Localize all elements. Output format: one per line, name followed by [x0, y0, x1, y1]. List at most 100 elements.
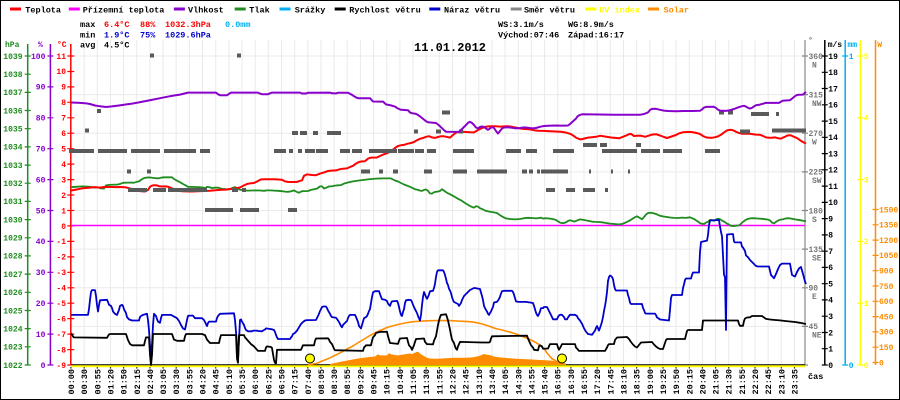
svg-text:1029.6hPa: 1029.6hPa — [165, 30, 211, 40]
svg-text:5: 5 — [61, 146, 66, 155]
svg-text:6: 6 — [828, 264, 833, 273]
svg-text:5: 5 — [864, 53, 869, 62]
svg-text:1030: 1030 — [3, 216, 22, 225]
svg-text:Náraz větru: Náraz větru — [444, 6, 500, 16]
svg-text:-8: -8 — [56, 346, 66, 355]
svg-text:11:30: 11:30 — [422, 369, 432, 395]
svg-text:E: E — [812, 293, 817, 302]
svg-text:03:30: 03:30 — [172, 369, 182, 395]
svg-text:1: 1 — [864, 300, 869, 309]
svg-text:180: 180 — [809, 207, 824, 216]
svg-text:17: 17 — [828, 85, 838, 94]
svg-text:40: 40 — [36, 238, 46, 247]
svg-text:Teplota: Teplota — [25, 6, 61, 16]
svg-text:1031: 1031 — [3, 198, 22, 207]
svg-text:12:20: 12:20 — [449, 369, 459, 395]
svg-text:Směr větru: Směr větru — [524, 6, 575, 16]
svg-text:1028: 1028 — [3, 253, 22, 262]
svg-text:80: 80 — [36, 115, 46, 124]
svg-text:Východ:07:46: Východ:07:46 — [498, 30, 559, 40]
svg-text:1033: 1033 — [3, 162, 22, 171]
svg-text:1039: 1039 — [3, 53, 22, 62]
svg-text:22:20: 22:20 — [751, 369, 761, 395]
svg-text:1025: 1025 — [3, 307, 22, 316]
svg-text:0.0mm: 0.0mm — [225, 20, 251, 30]
svg-text:1500: 1500 — [879, 206, 898, 215]
svg-text:4: 4 — [864, 115, 869, 124]
svg-text:900: 900 — [879, 268, 894, 277]
svg-text:mm: mm — [848, 41, 858, 50]
svg-text:14:05: 14:05 — [501, 369, 511, 395]
svg-text:Vlhkost: Vlhkost — [188, 6, 224, 16]
svg-text:11: 11 — [828, 183, 838, 192]
svg-text:70: 70 — [36, 146, 46, 155]
svg-text:23:10: 23:10 — [777, 369, 787, 395]
svg-text:8: 8 — [61, 99, 66, 108]
svg-text:-5: -5 — [56, 300, 66, 309]
svg-text:1027: 1027 — [3, 271, 22, 280]
svg-text:19:50: 19:50 — [672, 369, 682, 395]
svg-text:17:45: 17:45 — [606, 369, 616, 395]
svg-text:08:55: 08:55 — [343, 369, 353, 395]
svg-text:-2: -2 — [56, 254, 66, 263]
svg-text:02:15: 02:15 — [133, 369, 143, 395]
svg-text:45: 45 — [809, 323, 819, 332]
svg-text:1023: 1023 — [3, 344, 22, 353]
svg-text:1: 1 — [849, 53, 854, 62]
svg-text:750: 750 — [879, 283, 894, 292]
svg-text:21:05: 21:05 — [712, 369, 722, 395]
svg-text:21:30: 21:30 — [725, 369, 735, 395]
svg-text:06:25: 06:25 — [264, 369, 274, 395]
svg-text:3: 3 — [864, 176, 869, 185]
svg-text:05:35: 05:35 — [238, 369, 248, 395]
svg-text:max: max — [80, 20, 95, 30]
svg-text:15:40: 15:40 — [541, 369, 551, 395]
svg-text:15: 15 — [828, 118, 838, 127]
svg-text:04:45: 04:45 — [212, 369, 222, 395]
svg-text:12:45: 12:45 — [462, 369, 472, 395]
svg-text:20: 20 — [36, 300, 46, 309]
svg-text:1037: 1037 — [3, 89, 22, 98]
svg-text:18:10: 18:10 — [620, 369, 630, 395]
svg-text:6.4°C: 6.4°C — [104, 20, 130, 30]
svg-text:22:45: 22:45 — [764, 369, 774, 395]
svg-text:2: 2 — [864, 238, 869, 247]
svg-text:UV index: UV index — [599, 6, 640, 16]
svg-text:30: 30 — [36, 269, 46, 278]
svg-text:avg: avg — [80, 41, 95, 51]
svg-text:0: 0 — [41, 362, 46, 371]
svg-text:100: 100 — [31, 53, 46, 62]
svg-text:WG:8.9m/s: WG:8.9m/s — [568, 20, 614, 30]
svg-text:18:35: 18:35 — [633, 369, 643, 395]
svg-text:N: N — [812, 61, 817, 70]
svg-text:05:10: 05:10 — [225, 369, 235, 395]
svg-text:21:55: 21:55 — [738, 369, 748, 395]
svg-text:4: 4 — [828, 297, 833, 306]
svg-text:Solar: Solar — [664, 6, 690, 16]
svg-text:°C: °C — [57, 41, 67, 50]
svg-text:300: 300 — [879, 329, 894, 338]
svg-text:%: % — [38, 41, 43, 50]
svg-text:m/s: m/s — [828, 41, 843, 50]
svg-text:01:50: 01:50 — [120, 369, 130, 395]
svg-text:1022: 1022 — [3, 362, 22, 371]
svg-text:06:00: 06:00 — [251, 369, 261, 395]
svg-text:03:05: 03:05 — [159, 369, 169, 395]
svg-text:11.01.2012: 11.01.2012 — [414, 41, 486, 55]
svg-text:1: 1 — [61, 207, 66, 216]
svg-text:SE: SE — [812, 254, 822, 263]
svg-text:20:40: 20:40 — [698, 369, 708, 395]
svg-text:W: W — [812, 139, 817, 148]
svg-text:-7: -7 — [56, 331, 66, 340]
svg-text:450: 450 — [879, 313, 894, 322]
svg-text:0: 0 — [879, 359, 884, 368]
svg-text:10: 10 — [828, 199, 838, 208]
svg-text:Tlak: Tlak — [249, 6, 269, 16]
svg-text:-6: -6 — [56, 315, 66, 324]
svg-text:hPa: hPa — [5, 41, 20, 50]
svg-text:12: 12 — [828, 167, 838, 176]
svg-text:315: 315 — [809, 91, 824, 100]
svg-text:75%: 75% — [140, 30, 156, 40]
svg-text:-9: -9 — [56, 362, 66, 371]
svg-text:9: 9 — [828, 215, 833, 224]
